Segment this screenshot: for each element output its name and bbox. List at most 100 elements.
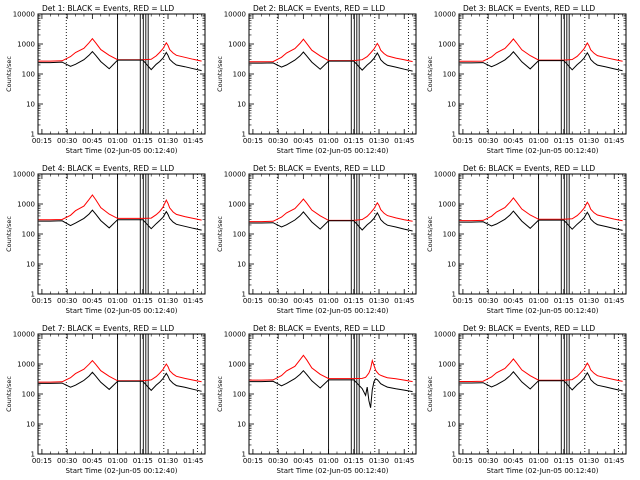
y-tick-label: 10000 (13, 331, 35, 339)
x-axis-label: Start Time (02-Jun-05 00:12:40) (277, 467, 389, 475)
y-tick-label: 100 (443, 391, 456, 399)
x-tick-label: 01:15 (133, 137, 153, 145)
y-axis-label: Counts/sec (426, 56, 434, 92)
plot-frame (458, 13, 627, 135)
x-tick-label: 01:00 (528, 137, 548, 145)
y-tick-label: 10 (447, 421, 456, 429)
series-line-lld (459, 358, 623, 382)
panel-title: Det 5: BLACK = Events, RED = LLD (253, 164, 385, 173)
y-axis-label: Counts/sec (5, 216, 13, 252)
x-tick-label: 01:30 (158, 297, 178, 305)
chart-panel-4: Det 4: BLACK = Events, RED = LLD Counts/s… (5, 164, 206, 315)
series-line-events (249, 211, 413, 232)
y-tick-label: 1000 (228, 201, 246, 209)
y-axis-label: Counts/sec (5, 56, 13, 92)
y-tick-label: 100 (22, 391, 35, 399)
y-tick-label: 10 (237, 421, 246, 429)
series-line-events (249, 369, 413, 408)
series-line-lld (459, 38, 623, 62)
x-tick-label: 00:30 (478, 297, 498, 305)
x-tick-label: 01:30 (579, 137, 599, 145)
x-tick-label: 01:45 (183, 137, 203, 145)
series-line-lld (38, 37, 202, 62)
x-tick-label: 00:15 (32, 457, 52, 465)
series-line-lld (38, 194, 202, 221)
y-tick-label: 1 (242, 131, 246, 139)
x-tick-label: 00:45 (82, 137, 102, 145)
y-tick-label: 10000 (13, 11, 35, 19)
x-tick-label: 00:45 (82, 457, 102, 465)
x-tick-label: 00:30 (478, 457, 498, 465)
x-axis-label: Start Time (02-Jun-05 00:12:40) (66, 467, 178, 475)
chart-panel-6: Det 6: BLACK = Events, RED = LLD Counts/s… (426, 164, 627, 315)
plot-frame (37, 13, 206, 135)
chart-panel-8: Det 8: BLACK = Events, RED = LLD Counts/s… (216, 324, 417, 475)
x-tick-label: 01:00 (318, 297, 338, 305)
x-tick-label: 01:30 (369, 137, 389, 145)
y-tick-label: 100 (443, 231, 456, 239)
y-tick-label: 1000 (438, 361, 456, 369)
x-tick-label: 01:45 (394, 137, 414, 145)
x-tick-label: 00:30 (57, 297, 77, 305)
plot-frame (248, 173, 417, 295)
y-tick-label: 1 (31, 131, 35, 139)
series-line-events (459, 51, 623, 72)
x-axis-label: Start Time (02-Jun-05 00:12:40) (277, 147, 389, 155)
x-tick-label: 00:15 (453, 457, 473, 465)
x-tick-label: 01:30 (158, 137, 178, 145)
chart-panel-9: Det 9: BLACK = Events, RED = LLD Counts/s… (426, 324, 627, 475)
plot-frame (37, 333, 206, 455)
plot-frame (248, 333, 417, 455)
plot-frame (458, 333, 627, 455)
x-tick-label: 01:15 (554, 457, 574, 465)
y-tick-label: 1000 (17, 201, 35, 209)
x-axis-label: Start Time (02-Jun-05 00:12:40) (277, 307, 389, 315)
chart-panel-2: Det 2: BLACK = Events, RED = LLD Counts/s… (216, 4, 417, 155)
x-tick-label: 00:30 (268, 457, 288, 465)
y-tick-label: 10 (237, 261, 246, 269)
y-tick-label: 100 (233, 231, 246, 239)
panel-title: Det 9: BLACK = Events, RED = LLD (463, 324, 595, 333)
x-axis-label: Start Time (02-Jun-05 00:12:40) (487, 307, 599, 315)
x-tick-label: 01:45 (394, 297, 414, 305)
x-tick-label: 01:00 (107, 297, 127, 305)
x-axis-label: Start Time (02-Jun-05 00:12:40) (66, 147, 178, 155)
y-tick-label: 10 (447, 261, 456, 269)
y-tick-label: 100 (22, 231, 35, 239)
y-tick-label: 10000 (13, 171, 35, 179)
x-tick-label: 00:45 (293, 137, 313, 145)
panel-title: Det 2: BLACK = Events, RED = LLD (253, 4, 385, 13)
chart-panel-3: Det 3: BLACK = Events, RED = LLD Counts/s… (426, 4, 627, 155)
y-axis-label: Counts/sec (216, 376, 224, 412)
y-tick-label: 10 (26, 421, 35, 429)
x-tick-label: 01:30 (369, 457, 389, 465)
panel-title: Det 1: BLACK = Events, RED = LLD (42, 4, 174, 13)
y-tick-label: 1 (242, 451, 246, 459)
x-tick-label: 00:15 (453, 297, 473, 305)
y-tick-label: 1 (242, 291, 246, 299)
series-line-events (459, 210, 623, 231)
x-tick-label: 01:15 (554, 137, 574, 145)
y-tick-label: 1000 (228, 41, 246, 49)
y-tick-label: 100 (233, 71, 246, 79)
plot-frame (248, 13, 417, 135)
y-tick-label: 1000 (17, 41, 35, 49)
series-line-lld (249, 198, 413, 223)
y-tick-label: 10000 (224, 331, 246, 339)
y-tick-label: 10000 (434, 331, 456, 339)
x-tick-label: 00:15 (32, 297, 52, 305)
y-tick-label: 1 (452, 291, 456, 299)
y-tick-label: 1 (452, 131, 456, 139)
chart-panel-7: Det 7: BLACK = Events, RED = LLD Counts/s… (5, 324, 206, 475)
x-tick-label: 01:30 (579, 297, 599, 305)
x-tick-label: 00:30 (268, 137, 288, 145)
x-tick-label: 01:30 (579, 457, 599, 465)
panel-title: Det 3: BLACK = Events, RED = LLD (463, 4, 595, 13)
x-tick-label: 01:00 (528, 457, 548, 465)
series-line-events (38, 209, 202, 231)
x-tick-label: 00:45 (503, 457, 523, 465)
x-tick-label: 01:45 (604, 457, 624, 465)
x-tick-label: 00:30 (478, 137, 498, 145)
series-line-events (249, 51, 413, 72)
series-line-lld (459, 197, 623, 222)
